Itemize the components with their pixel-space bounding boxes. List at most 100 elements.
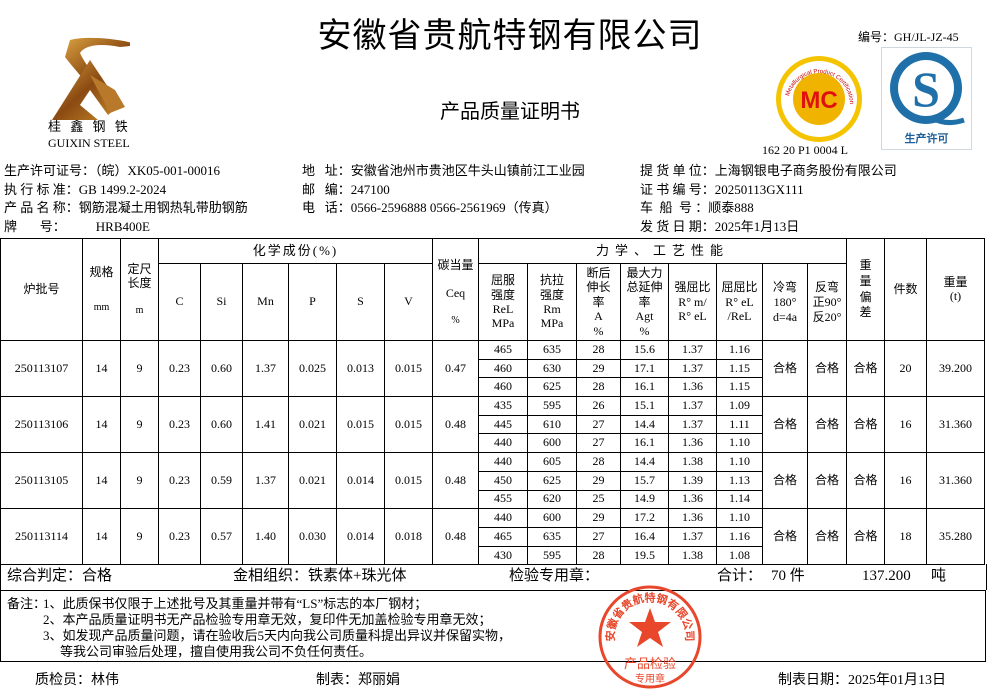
table-row: 440 600 27 16.1 1.36 1.10 (1, 433, 985, 454)
weight-deviation: 合格 (846, 396, 885, 454)
header-weight-label: 重量 (943, 274, 968, 289)
mech-value: 430 (478, 545, 528, 566)
chem-si: 0.57 (200, 508, 243, 566)
info-value: 247100 (350, 181, 390, 197)
header-mech-line: 率 (638, 294, 651, 309)
cold-bend: 合格 (762, 452, 808, 510)
header-length-label: 定尺长度 (127, 261, 152, 290)
chem-si: 0.59 (200, 452, 243, 510)
summary-row: 综合判定：合格 金相组织：铁素体+珠光体 检验专用章： 合计： 70 件 137… (0, 564, 987, 590)
qs-caption: 生产许可 (904, 133, 949, 145)
info-field-col2: 电 话：0566-2596888 0566-2561969（传真） (302, 200, 558, 215)
weight: 35.280 (926, 508, 985, 566)
mech-value: 15.1 (620, 396, 669, 416)
chem-s: 0.013 (336, 339, 385, 398)
ceq: 0.48 (432, 452, 479, 510)
info-field-col1: 产 品 名 称：钢筋混凝土用钢热轧带肋钢筋 (4, 200, 248, 215)
length: 9 (120, 508, 159, 566)
reverse-bend: 合格 (807, 508, 847, 566)
info-label: 证 书 编 号： (640, 181, 715, 197)
length: 9 (120, 452, 159, 510)
header-ceq: 碳当量 Ceq % (432, 238, 479, 341)
info-value: GB 1499.2-2024 (78, 181, 167, 197)
mech-value: 595 (527, 396, 577, 416)
chem-s: 0.015 (336, 396, 385, 454)
total-label: 合计： (717, 568, 763, 584)
chem-v: 0.015 (384, 339, 433, 398)
chem-si: 0.60 (200, 339, 243, 398)
mech-value: 1.10 (716, 433, 763, 454)
header-mech-line: R° m/ (678, 294, 707, 309)
mech-value: 465 (478, 526, 528, 547)
weight: 31.360 (926, 396, 985, 454)
mech-value: 14.4 (620, 452, 669, 472)
mech-value: 14.4 (620, 414, 669, 435)
header-mech-line: MPa (540, 316, 564, 331)
header-mech-7: 反弯正90°反20° (807, 263, 847, 341)
mech-value: 19.5 (620, 545, 669, 566)
qs-production-license-logo: S 生产许可 (881, 47, 972, 150)
table-row: 250113105 14 9 0.23 0.59 1.37 0.021 0.014 0.015 0… (0, 452, 985, 510)
info-label: 发 货 日 期： (640, 219, 715, 235)
preparer: 制表：郑丽娟 (316, 673, 400, 688)
mc-certification-logo: MC Metallurgical Product Certification (774, 54, 864, 144)
mech-value: 600 (527, 508, 577, 528)
header-mech-line: 强度 (539, 287, 564, 302)
mech-value: 1.15 (716, 377, 763, 398)
header-mech-5: 屈屈比 R° eL/ReL (716, 263, 763, 341)
chem-p: 0.021 (288, 452, 337, 510)
info-value: 顺泰888 (708, 200, 754, 216)
note-line: 等我公司审验后处理，擅自使用我公司不负任何责任。 (60, 644, 373, 659)
table-row: 450 625 29 15.7 1.39 1.13 (1, 470, 985, 491)
mech-value: 1.37 (668, 526, 717, 547)
mech-value: 625 (527, 470, 577, 491)
total-pieces: 70 件 (771, 568, 805, 584)
mech-value: 28 (576, 545, 621, 566)
logo-english-text: GUIXIN STEEL (48, 136, 130, 150)
mech-value: 26 (576, 396, 621, 416)
pieces: 18 (884, 508, 927, 566)
logo-chinese-text: 桂 鑫 钢 铁 (48, 119, 131, 134)
header-mech-line: 伸长 (586, 280, 611, 295)
info-label: 生产许可证号： (4, 163, 96, 178)
header-mech-line: 断后 (586, 266, 611, 281)
mech-value: 1.15 (716, 358, 763, 379)
company-title: 安徽省贵航特钢有限公司 (317, 18, 703, 55)
reverse-bend: 合格 (807, 452, 847, 510)
pieces: 20 (884, 339, 927, 398)
header-ceq-sub: Ceq (445, 285, 466, 300)
quality-table: 炉批号 规格 mm 定尺长度 m 化学成份(%) 碳当量 Ceq % 力学、工艺… (0, 238, 985, 566)
stamp-center-text: 产品检验 (624, 656, 676, 672)
chem-si: 0.60 (200, 396, 243, 454)
mech-value: 595 (527, 545, 577, 566)
chem-c: 0.23 (158, 339, 201, 398)
weight-deviation: 合格 (846, 339, 885, 398)
header-cold-bend: 冷弯180°d=4a (772, 279, 798, 324)
info-value: 2025年1月13日 (714, 219, 800, 235)
mech-value: 460 (478, 377, 528, 398)
mech-value: 16.1 (620, 377, 669, 398)
chem-c: 0.23 (158, 508, 201, 566)
header-lot: 炉批号 (0, 238, 83, 341)
header-mech-line: 率 (592, 294, 605, 309)
mech-value: 1.38 (668, 452, 717, 472)
document-title: 产品质量证明书 (440, 101, 580, 123)
header-weight-deviation-label: 重量偏差 (859, 258, 872, 320)
header-mech-line: Agt (635, 309, 654, 324)
header-mech-3: 最大力 总延伸率 Agt% (620, 263, 669, 341)
info-label: 邮 编： (302, 181, 351, 197)
mech-value: 1.14 (716, 489, 763, 510)
header-ceq-label: 碳当量 (437, 258, 474, 272)
chem-p: 0.030 (288, 508, 337, 566)
weight: 39.200 (926, 339, 985, 398)
mech-value: 1.36 (668, 433, 717, 454)
info-label: 地 址： (302, 163, 351, 178)
mech-value: 610 (527, 414, 577, 435)
chem-mn: 1.41 (242, 396, 289, 454)
info-field-col3: 车 船 号 ：顺泰888 (640, 200, 754, 215)
preparation-date: 制表日期：2025年01月13日 (778, 673, 946, 688)
info-value: 上海钢银电子商务股份有限公司 (714, 163, 897, 178)
header-weight-unit: (t) (949, 288, 962, 303)
weight-deviation: 合格 (846, 508, 885, 566)
mech-value: 1.10 (716, 452, 763, 472)
